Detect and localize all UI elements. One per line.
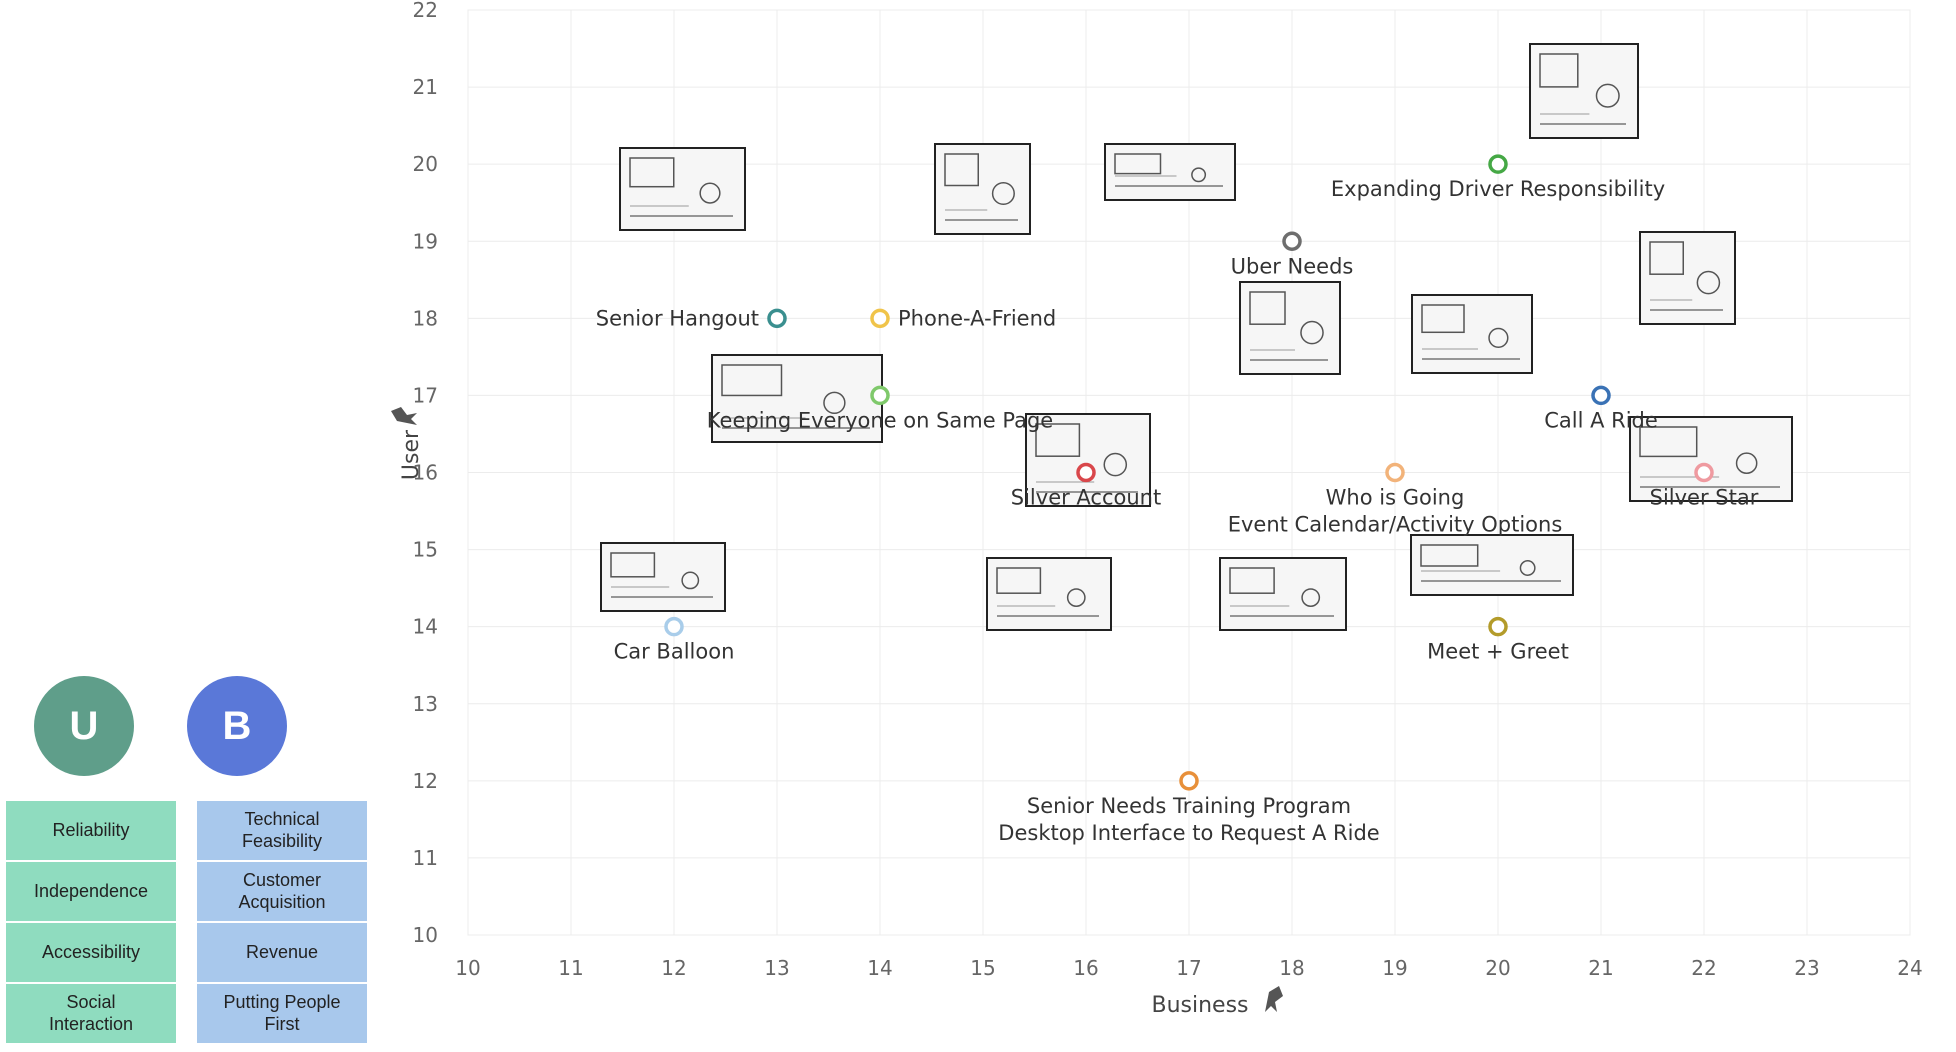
sketch-thumbnail [1239, 281, 1341, 375]
sketch-thumbnail [1410, 534, 1574, 596]
x-tick-label: 23 [1794, 956, 1819, 980]
x-axis-pin-icon[interactable] [1265, 986, 1283, 1012]
y-tick-label: 20 [413, 152, 438, 176]
data-label: Desktop Interface to Request A Ride [998, 821, 1379, 845]
sketch-thumbnail [711, 354, 883, 443]
x-tick-label: 17 [1176, 956, 1201, 980]
y-axis-pin-icon[interactable] [391, 407, 417, 425]
scatter-chart: 10 11 12 13 14 15 16 17 18 19 20 21 22 23 24 10 11 12 13 14… [391, 0, 1923, 1018]
x-tick-label: 10 [455, 956, 480, 980]
sketch-thumbnail [986, 557, 1112, 631]
data-points [664, 154, 1714, 791]
data-label: Uber Needs [1231, 254, 1354, 278]
data-point[interactable] [1076, 462, 1096, 483]
x-tick-label: 22 [1691, 956, 1716, 980]
data-point[interactable] [870, 385, 890, 406]
data-point[interactable] [1694, 462, 1714, 483]
y-tick-label: 19 [413, 229, 438, 253]
business-criterion-putting-people-first: Putting People First [197, 984, 367, 1043]
concept-sketches [600, 43, 1793, 631]
data-point[interactable] [1488, 616, 1508, 637]
data-label: Event Calendar/Activity Options [1228, 513, 1563, 537]
data-point[interactable] [1282, 231, 1302, 251]
sketch-thumbnail [1104, 143, 1236, 201]
y-tick-label: 12 [413, 769, 438, 793]
criteria-panel: U B Reliability Independence Accessibili… [6, 676, 376, 1050]
sketch-thumbnail [1639, 231, 1736, 325]
sketch-thumbnail [619, 147, 746, 231]
business-criterion-technical-feasibility: Technical Feasibility [197, 801, 367, 860]
x-tick-label: 24 [1897, 956, 1922, 980]
x-tick-label: 21 [1588, 956, 1613, 980]
x-tick-label: 13 [764, 956, 789, 980]
sketch-thumbnail [600, 542, 726, 612]
x-tick-label: 14 [867, 956, 892, 980]
data-label: Meet + Greet [1427, 640, 1569, 664]
x-tick-label: 16 [1073, 956, 1098, 980]
business-circle-badge: B [187, 676, 287, 776]
x-tick-label: 20 [1485, 956, 1510, 980]
data-point[interactable] [1488, 154, 1508, 174]
y-tick-label: 17 [413, 383, 438, 407]
data-label: Phone-A-Friend [898, 306, 1056, 330]
user-criterion-social-interaction: Social Interaction [6, 984, 176, 1043]
data-point[interactable] [767, 308, 787, 329]
x-tick-label: 15 [970, 956, 995, 980]
data-point[interactable] [870, 308, 890, 329]
data-point[interactable] [1591, 385, 1611, 406]
y-tick-label: 10 [413, 923, 438, 947]
x-tick-label: 18 [1279, 956, 1304, 980]
y-tick-label: 13 [413, 692, 438, 716]
y-axis-label: User [399, 429, 424, 480]
data-label: Senior Needs Training Program [1027, 794, 1351, 818]
data-point[interactable] [1385, 462, 1405, 483]
data-point[interactable] [664, 616, 684, 637]
y-tick-label: 22 [413, 0, 438, 22]
y-tick-label: 14 [413, 615, 438, 639]
business-criterion-revenue: Revenue [197, 923, 367, 982]
y-tick-label: 15 [413, 538, 438, 562]
data-point[interactable] [1179, 771, 1199, 791]
user-criterion-reliability: Reliability [6, 801, 176, 860]
sketch-thumbnail [1025, 413, 1151, 507]
y-tick-label: 18 [413, 306, 438, 330]
x-tick-label: 12 [661, 956, 686, 980]
user-circle-badge: U [34, 676, 134, 776]
user-criterion-independence: Independence [6, 862, 176, 921]
sketch-thumbnail [1529, 43, 1639, 139]
axis-ticks: 10 11 12 13 14 15 16 17 18 19 20 21 22 23 24 10 11 12 13 14… [413, 0, 1923, 980]
data-label: Expanding Driver Responsibility [1331, 177, 1665, 201]
sketch-thumbnail [1219, 557, 1347, 631]
y-tick-label: 21 [413, 75, 438, 99]
x-tick-label: 19 [1382, 956, 1407, 980]
data-label: Senior Hangout [596, 306, 759, 330]
x-tick-label: 11 [558, 956, 583, 980]
y-tick-label: 11 [413, 846, 438, 870]
data-label: Silver Star [1650, 486, 1759, 510]
data-label: Who is Going [1326, 486, 1465, 510]
data-label: Car Balloon [614, 640, 735, 664]
sketch-thumbnail [934, 143, 1031, 235]
x-axis-label: Business [1151, 993, 1248, 1018]
data-label: Call A Ride [1544, 408, 1658, 432]
y-tick-label: 16 [413, 461, 438, 485]
data-label: Keeping Everyone on Same Page [707, 408, 1053, 432]
sketch-thumbnail [1411, 294, 1533, 374]
data-labels: Senior Hangout Phone-A-Friend Keeping Ever… [596, 177, 1759, 845]
user-criterion-accessibility: Accessibility [6, 923, 176, 982]
sketch-thumbnail [1629, 416, 1793, 502]
business-criterion-customer-acquisition: Customer Acquisition [197, 862, 367, 921]
data-label: Silver Account [1011, 486, 1161, 510]
